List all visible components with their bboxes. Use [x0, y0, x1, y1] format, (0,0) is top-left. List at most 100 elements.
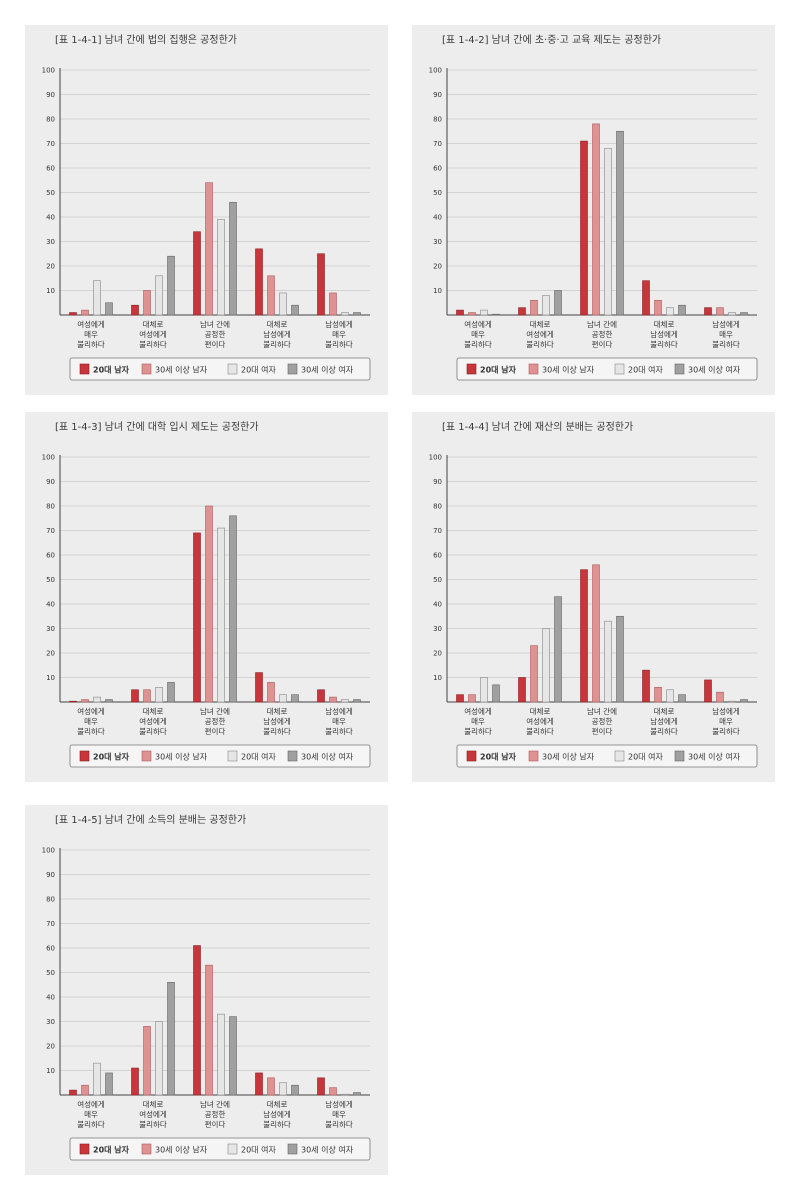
bar — [592, 123, 600, 316]
category-label: 편이다 — [205, 339, 226, 349]
category-label: 대체로 — [654, 319, 675, 329]
y-tick-label: 10 — [433, 287, 442, 295]
y-tick-label: 60 — [46, 552, 55, 560]
bar — [728, 312, 736, 316]
legend-swatch — [466, 363, 477, 375]
bar — [740, 312, 748, 316]
legend-swatch — [674, 363, 685, 375]
bar — [341, 312, 349, 316]
legend-label: 30세 이상 여자 — [688, 365, 741, 375]
category-label: 대체로 — [267, 1099, 288, 1109]
category-label: 매우 — [471, 330, 485, 339]
category-label: 불리하다 — [325, 726, 353, 736]
bar — [105, 1072, 113, 1096]
y-tick-label: 70 — [46, 527, 55, 535]
category-label: 남성에게 — [263, 716, 291, 726]
bar — [353, 699, 361, 703]
category-label: 불리하다 — [77, 339, 105, 349]
bar — [542, 295, 550, 316]
legend-swatch — [141, 363, 152, 375]
category-label: 불리하다 — [139, 726, 167, 736]
bar — [291, 1084, 299, 1096]
bar — [229, 1016, 237, 1096]
y-tick-label: 70 — [433, 527, 442, 535]
bar — [492, 684, 500, 703]
category-label: 매우 — [719, 330, 733, 339]
chart-panel-1-4-4: [표 1-4-4] 남녀 간에 재산의 분배는 공정한가 10 20 30 40 50 60… — [412, 412, 775, 782]
y-tick-label: 80 — [46, 116, 55, 124]
category-label: 불리하다 — [325, 1119, 353, 1129]
legend-label: 20대 여자 — [628, 365, 663, 375]
bar — [341, 1093, 349, 1096]
bar — [704, 679, 712, 703]
legend-swatch — [674, 750, 685, 762]
chart-title: [표 1-4-3] 남녀 간에 대학 입시 제도는 공정한가 — [55, 420, 259, 433]
category-label: 대체로 — [654, 706, 675, 716]
category-label: 남성에게 — [325, 319, 353, 329]
category-label: 공정한 — [205, 1109, 226, 1119]
legend-swatch — [141, 1143, 152, 1155]
chart-title: [표 1-4-2] 남녀 간에 초·중·고 교육 제도는 공정한가 — [442, 34, 661, 46]
bar — [279, 1082, 287, 1096]
bar — [167, 982, 175, 1096]
category-label: 공정한 — [205, 329, 226, 339]
category-label: 매우 — [471, 717, 485, 726]
category-label: 여성에게 — [139, 1109, 167, 1119]
legend-box — [69, 357, 371, 381]
category-label: 대체로 — [530, 706, 551, 716]
bar — [740, 699, 748, 703]
bar — [155, 1021, 163, 1096]
bar — [267, 275, 275, 316]
bar — [666, 689, 674, 703]
category-label: 불리하다 — [77, 726, 105, 736]
bar — [329, 1087, 337, 1096]
legend-label: 30세 이상 여자 — [301, 1145, 354, 1155]
bar — [131, 689, 139, 703]
y-tick-label: 30 — [46, 1018, 55, 1026]
category-label: 불리하다 — [325, 339, 353, 349]
bar — [642, 669, 650, 703]
category-label: 편이다 — [205, 726, 226, 736]
bar — [580, 140, 588, 316]
bar — [279, 292, 287, 316]
bar — [81, 309, 89, 316]
bar — [666, 307, 674, 316]
y-tick-label: 70 — [433, 140, 442, 148]
bar — [642, 280, 650, 316]
category-label: 매우 — [84, 1110, 98, 1119]
legend-label: 30세 이상 남자 — [155, 752, 208, 762]
category-label: 대체로 — [143, 319, 164, 329]
legend-swatch — [614, 363, 625, 375]
bar — [704, 307, 712, 316]
y-tick-label: 20 — [433, 650, 442, 658]
y-tick-label: 40 — [433, 601, 442, 609]
y-tick-label: 100 — [42, 847, 55, 855]
bar — [530, 299, 538, 316]
bar — [554, 290, 562, 316]
category-label: 여성에게 — [464, 319, 492, 329]
bar — [678, 304, 686, 316]
y-tick-label: 100 — [429, 67, 442, 75]
category-label: 여성에게 — [464, 706, 492, 716]
category-label: 여성에게 — [77, 319, 105, 329]
y-tick-label: 70 — [46, 140, 55, 148]
y-tick-label: 90 — [433, 91, 442, 99]
bar — [341, 699, 349, 703]
bar — [81, 699, 89, 703]
legend-label: 30세 이상 남자 — [542, 365, 595, 375]
bar — [317, 253, 325, 316]
legend-swatch — [79, 750, 90, 762]
y-tick-label: 100 — [42, 67, 55, 75]
category-label: 남녀 간에 — [200, 706, 230, 716]
legend-swatch — [227, 363, 238, 375]
category-label: 여성에게 — [139, 716, 167, 726]
y-tick-label: 60 — [433, 165, 442, 173]
bar — [456, 309, 464, 316]
legend-swatch — [466, 750, 477, 762]
category-label: 대체로 — [267, 706, 288, 716]
y-tick-label: 80 — [433, 116, 442, 124]
category-label: 불리하다 — [464, 339, 492, 349]
y-tick-label: 10 — [433, 674, 442, 682]
category-label: 대체로 — [530, 319, 551, 329]
bar — [716, 307, 724, 316]
